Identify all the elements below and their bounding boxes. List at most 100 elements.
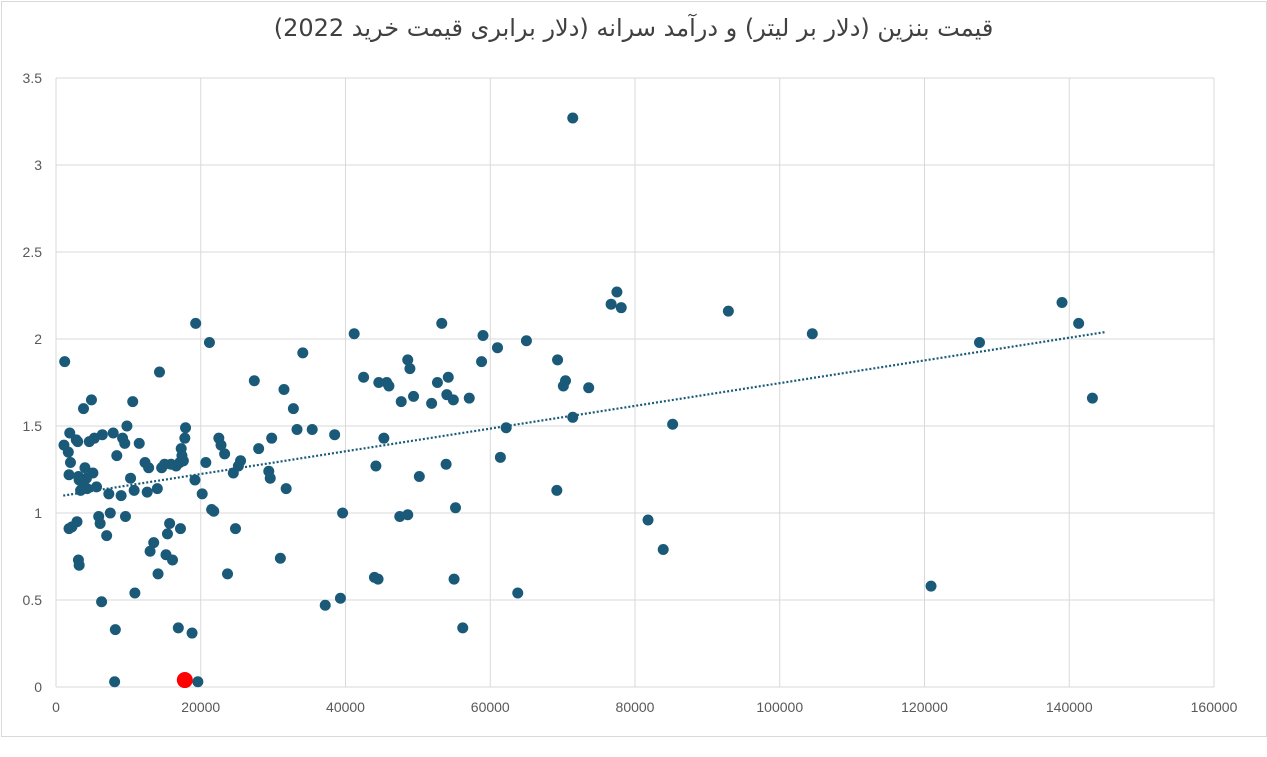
data-point bbox=[248, 375, 260, 387]
data-point bbox=[96, 596, 108, 608]
data-point bbox=[128, 484, 140, 496]
data-point bbox=[477, 330, 489, 342]
data-point bbox=[494, 451, 506, 463]
data-point bbox=[109, 676, 121, 688]
data-point bbox=[148, 537, 160, 549]
x-tick-label: 80000 bbox=[616, 699, 655, 715]
data-point bbox=[520, 335, 532, 347]
data-point bbox=[378, 432, 390, 444]
x-tick-label: 0 bbox=[52, 699, 60, 715]
data-point bbox=[491, 342, 503, 354]
data-point bbox=[334, 592, 346, 604]
data-point bbox=[264, 472, 276, 484]
data-point bbox=[85, 394, 97, 406]
data-point bbox=[121, 420, 133, 432]
y-tick-label: 3.5 bbox=[23, 70, 43, 86]
x-tick-label: 20000 bbox=[181, 699, 220, 715]
data-point bbox=[925, 580, 937, 592]
data-point bbox=[395, 396, 407, 408]
data-point bbox=[512, 587, 524, 599]
x-tick-label: 160000 bbox=[1191, 699, 1238, 715]
y-tick-label: 2.5 bbox=[23, 244, 43, 260]
chart-frame bbox=[1, 1, 1267, 737]
y-tick-label: 0 bbox=[34, 679, 42, 695]
data-point bbox=[372, 573, 384, 585]
y-tick-label: 1 bbox=[34, 505, 42, 521]
data-point bbox=[476, 356, 488, 368]
data-point bbox=[337, 507, 349, 519]
data-point bbox=[329, 429, 341, 441]
data-point bbox=[319, 599, 331, 611]
data-point bbox=[72, 436, 84, 448]
data-point bbox=[62, 446, 74, 458]
data-point bbox=[358, 371, 370, 383]
data-point bbox=[1073, 317, 1085, 329]
data-point bbox=[426, 397, 438, 409]
data-point bbox=[463, 392, 475, 404]
data-point bbox=[440, 458, 452, 470]
data-point bbox=[402, 354, 414, 366]
data-point bbox=[180, 422, 192, 434]
data-point bbox=[115, 490, 127, 502]
data-point bbox=[172, 622, 184, 634]
data-point bbox=[551, 484, 563, 496]
data-point bbox=[79, 462, 91, 474]
data-point bbox=[119, 510, 131, 522]
data-point bbox=[63, 469, 75, 481]
data-point bbox=[101, 530, 113, 542]
x-tick-label: 120000 bbox=[901, 699, 948, 715]
y-tick-label: 2 bbox=[34, 331, 42, 347]
data-point bbox=[413, 470, 425, 482]
data-point bbox=[189, 474, 201, 486]
data-point bbox=[59, 356, 71, 368]
data-point bbox=[64, 457, 76, 469]
data-point bbox=[583, 382, 595, 394]
data-point bbox=[605, 298, 617, 310]
data-point bbox=[127, 396, 139, 408]
data-point bbox=[71, 516, 83, 528]
data-point bbox=[215, 439, 227, 451]
data-point bbox=[560, 375, 572, 387]
data-point bbox=[448, 573, 460, 585]
data-point bbox=[370, 460, 382, 472]
data-point bbox=[657, 544, 669, 556]
data-point bbox=[73, 559, 85, 571]
data-point bbox=[196, 488, 208, 500]
highlight-point bbox=[176, 672, 193, 689]
data-point bbox=[402, 509, 414, 521]
data-point bbox=[104, 507, 116, 519]
x-tick-label: 60000 bbox=[471, 699, 510, 715]
data-point bbox=[806, 328, 818, 340]
data-point bbox=[174, 523, 186, 535]
data-point bbox=[153, 366, 165, 378]
data-point bbox=[450, 502, 462, 514]
data-point bbox=[63, 523, 75, 535]
data-point bbox=[348, 328, 360, 340]
data-point bbox=[96, 429, 108, 441]
trendline bbox=[63, 330, 1106, 497]
x-tick-label: 40000 bbox=[326, 699, 365, 715]
data-point bbox=[186, 627, 198, 639]
data-point bbox=[219, 448, 231, 460]
data-point bbox=[404, 363, 416, 375]
data-point bbox=[306, 423, 318, 435]
data-point bbox=[200, 457, 212, 469]
x-tick-label: 140000 bbox=[1046, 699, 1093, 715]
data-point bbox=[436, 317, 448, 329]
data-point bbox=[1056, 296, 1068, 308]
data-point bbox=[235, 455, 247, 467]
tick-labels: 0 0.5 1 1.5 2 2.5 3 3.5 0 20000 40000 60000 80000 100… bbox=[23, 70, 1238, 715]
data-point bbox=[179, 432, 191, 444]
data-point bbox=[1086, 392, 1098, 404]
data-point bbox=[287, 403, 299, 415]
data-point bbox=[192, 676, 204, 688]
highlight-point-group bbox=[176, 672, 193, 689]
y-tick-label: 3 bbox=[34, 157, 42, 173]
data-point bbox=[167, 554, 179, 566]
data-point bbox=[143, 462, 155, 474]
data-point bbox=[133, 437, 145, 449]
data-point bbox=[152, 568, 164, 580]
data-point bbox=[457, 622, 469, 634]
data-point bbox=[129, 587, 141, 599]
